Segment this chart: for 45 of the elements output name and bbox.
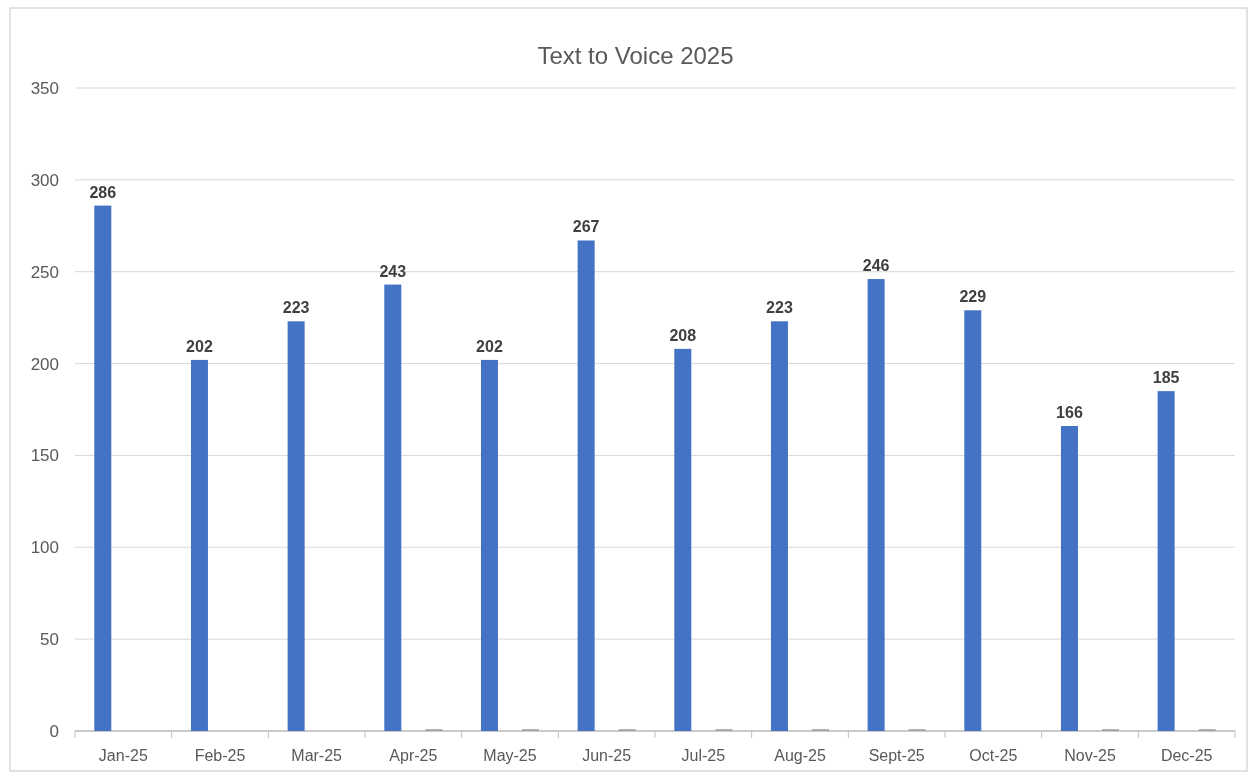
bar	[1060, 426, 1078, 731]
data-label: 267	[572, 218, 600, 236]
y-tick-label: 150	[30, 446, 59, 466]
bar	[287, 321, 305, 731]
data-label: 202	[186, 337, 213, 355]
bar	[384, 284, 402, 731]
chart-title: Text to Voice 2025	[537, 42, 734, 69]
x-tick-label: Apr-25	[389, 747, 438, 764]
data-label: 223	[282, 299, 310, 317]
x-tick-label: Nov-25	[1064, 747, 1116, 764]
data-label: 208	[669, 326, 697, 344]
y-tick-label: 0	[49, 722, 59, 741]
bar	[1157, 391, 1175, 731]
y-tick-label: 250	[30, 262, 59, 282]
y-tick-label: 300	[30, 170, 59, 190]
bar	[674, 348, 692, 731]
y-tick-label: 200	[30, 354, 59, 374]
data-label: 185	[1152, 369, 1180, 387]
x-tick-label: Aug-25	[774, 747, 826, 764]
y-tick-label: 350	[30, 79, 59, 98]
data-label: 166	[1056, 404, 1083, 422]
data-label: 229	[959, 288, 987, 306]
x-tick-label: Oct-25	[969, 747, 1018, 764]
x-tick-label: Feb-25	[194, 747, 246, 764]
bar	[190, 359, 208, 731]
x-tick-label: Mar-25	[291, 747, 343, 764]
data-label: 223	[766, 299, 793, 317]
y-tick-label: 50	[40, 630, 59, 650]
x-tick-label: Jan-25	[98, 747, 148, 764]
x-tick-label: Jul-25	[681, 747, 726, 764]
y-tick-label: 100	[30, 538, 59, 558]
x-tick-label: Dec-25	[1160, 747, 1213, 764]
bar	[480, 359, 498, 731]
data-label: 202	[476, 337, 503, 355]
bar	[770, 321, 788, 731]
x-tick-label: Sept-25	[868, 747, 925, 764]
x-tick-label: May-25	[483, 747, 537, 764]
x-tick-label: Jun-25	[582, 747, 632, 764]
data-label: 246	[862, 257, 890, 275]
bar	[964, 310, 982, 731]
bar	[577, 240, 595, 731]
bar	[867, 279, 885, 731]
bar	[94, 205, 112, 731]
data-label: 286	[89, 183, 117, 201]
data-label: 243	[379, 262, 407, 280]
